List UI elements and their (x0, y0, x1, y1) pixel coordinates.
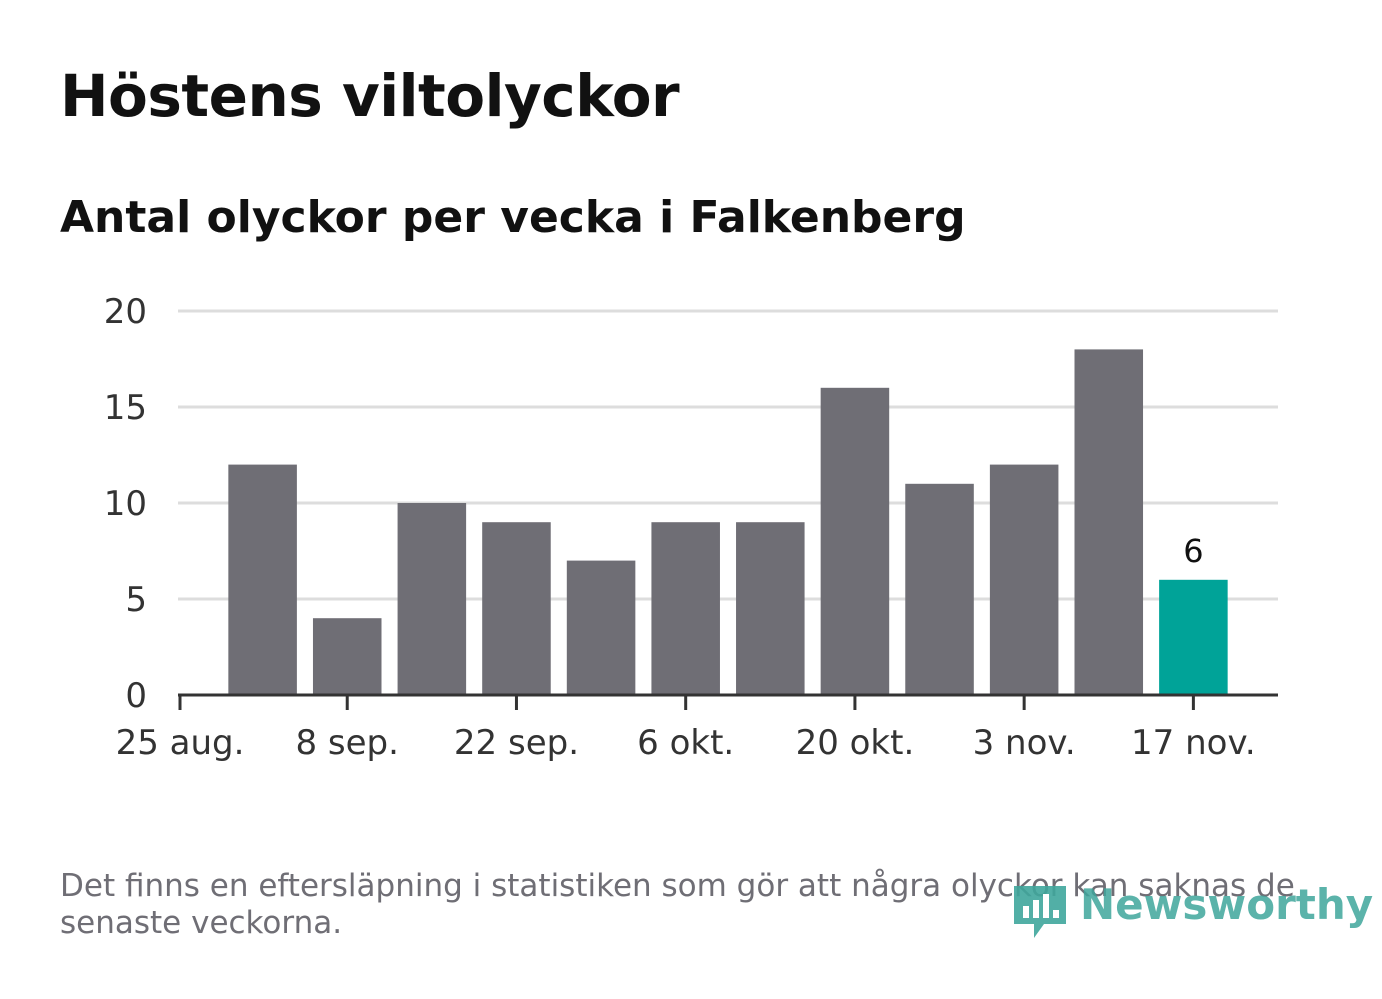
x-tick-label: 3 nov. (973, 723, 1076, 763)
x-tick-label: 22 sep. (454, 723, 579, 763)
bar (820, 387, 890, 695)
bar (482, 522, 551, 695)
data-label: 6 (1183, 532, 1203, 570)
x-tick-label: 25 aug. (116, 723, 245, 763)
chart-subtitle: Antal olyckor per vecka i Falkenberg (60, 192, 966, 243)
y-tick-label: 10 (104, 484, 147, 524)
newsworthy-logo: Newsworthy (1010, 880, 1373, 944)
bar (1074, 349, 1144, 695)
x-tick-label: 8 sep. (295, 723, 398, 763)
x-tick-label: 20 okt. (796, 723, 915, 763)
y-tick-label: 15 (104, 388, 147, 428)
bar (312, 618, 382, 695)
y-tick-label: 20 (104, 292, 147, 332)
bar (228, 464, 297, 695)
bar (397, 503, 467, 695)
bar (736, 522, 805, 695)
bar (651, 522, 720, 695)
bar (1159, 579, 1228, 695)
y-tick-label: 0 (125, 676, 147, 716)
x-tick-label: 6 okt. (637, 723, 734, 763)
x-tick-label: 17 nov. (1131, 723, 1256, 763)
footnote: Det finns en eftersläpning i statistiken… (60, 868, 1295, 941)
bar-chart: 0 5 10 15 20 6 25 aug. 8 sep. 22 sep. 6 okt. 20 ok… (104, 292, 1278, 763)
y-tick-label: 5 (125, 580, 147, 620)
bar (905, 483, 974, 695)
bar (989, 464, 1059, 695)
chart-title: Höstens viltolyckor (60, 62, 680, 130)
newsworthy-logo-text: Newsworthy (1080, 880, 1374, 929)
newsworthy-logo-icon (1014, 886, 1066, 938)
bar (566, 560, 636, 695)
